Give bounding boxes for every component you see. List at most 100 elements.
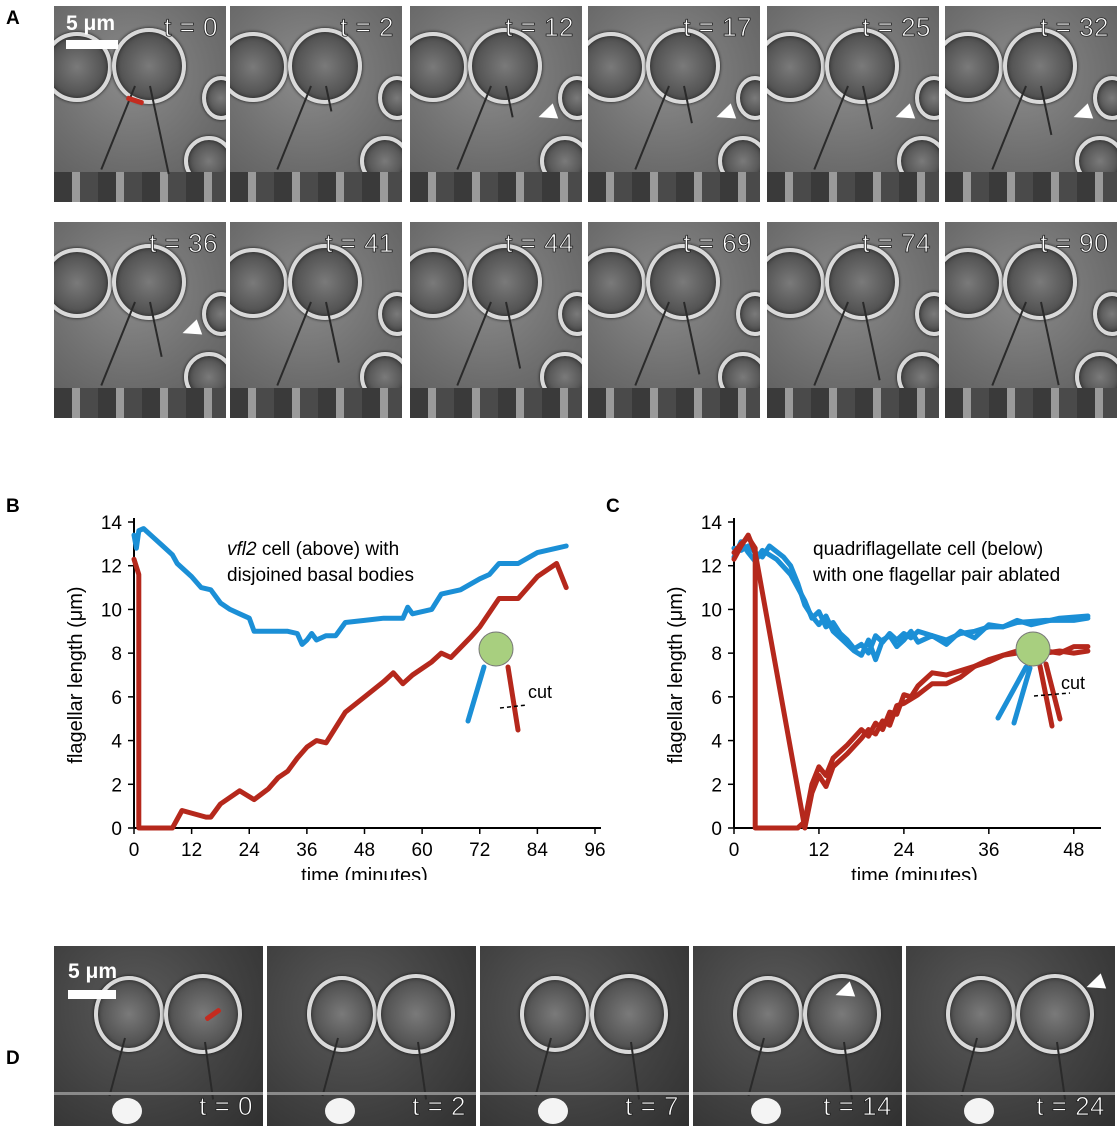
x-tick-label: 48 bbox=[1063, 840, 1084, 861]
chamber-line bbox=[480, 1092, 689, 1095]
regrowth-arrowhead bbox=[1070, 103, 1094, 125]
cell-body bbox=[520, 976, 590, 1052]
scale-bar bbox=[66, 40, 118, 49]
cell-body bbox=[202, 292, 226, 336]
chart-annotation-line1: vfl2 cell (above) with bbox=[227, 539, 399, 560]
y-tick-label: 12 bbox=[101, 557, 122, 578]
inset-flagellum-blue bbox=[995, 664, 1029, 721]
chamber-edge bbox=[410, 388, 582, 418]
cell-body bbox=[164, 974, 242, 1054]
time-label: t = 90 bbox=[1040, 228, 1109, 259]
chamber-edge bbox=[767, 388, 939, 418]
x-tick-label: 36 bbox=[978, 840, 999, 861]
y-tick-label: 12 bbox=[701, 557, 722, 578]
y-axis-label: flagellar length (μm) bbox=[665, 586, 687, 763]
cell-body bbox=[468, 244, 542, 320]
chamber-edge bbox=[410, 172, 582, 202]
time-label: t = 74 bbox=[862, 228, 931, 259]
y-tick-label: 8 bbox=[711, 644, 722, 665]
micrograph-frame: t = 90 bbox=[945, 222, 1117, 418]
cell-body bbox=[1003, 28, 1077, 104]
regrowth-arrowhead bbox=[1083, 973, 1107, 995]
time-label: t = 25 bbox=[862, 12, 931, 43]
inset-cell bbox=[478, 631, 514, 667]
cell-body bbox=[112, 28, 186, 104]
cell-body bbox=[307, 976, 377, 1052]
y-tick-label: 6 bbox=[111, 688, 122, 709]
micrograph-frame: t = 44 bbox=[410, 222, 582, 418]
chamber-edge bbox=[588, 388, 760, 418]
y-tick-label: 8 bbox=[111, 644, 122, 665]
x-axis-label: time (minutes) bbox=[301, 865, 428, 880]
x-tick-label: 36 bbox=[296, 840, 317, 861]
time-label: t = 12 bbox=[505, 12, 574, 43]
flagellum bbox=[456, 301, 492, 386]
time-label: t = 36 bbox=[149, 228, 218, 259]
bright-spot bbox=[751, 1098, 781, 1124]
time-label: t = 2 bbox=[412, 1091, 466, 1122]
y-tick-label: 14 bbox=[701, 513, 723, 534]
y-axis-label: flagellar length (μm) bbox=[65, 586, 87, 763]
inset-cut-line bbox=[499, 704, 528, 709]
regrowth-arrowhead bbox=[713, 103, 737, 125]
chamber-edge bbox=[54, 388, 226, 418]
micrograph-frame: t = 69 bbox=[588, 222, 760, 418]
series-line bbox=[731, 543, 1091, 663]
micrograph-frame: t = 41 bbox=[230, 222, 402, 418]
x-tick-label: 72 bbox=[469, 840, 490, 861]
panel-letter-c: C bbox=[606, 496, 620, 517]
micrograph-frame: 5 μm t = 0 bbox=[54, 6, 226, 202]
annotation-italic: vfl2 bbox=[227, 539, 257, 560]
inset-flagellum-red bbox=[1043, 661, 1063, 722]
cell-body bbox=[946, 976, 1016, 1052]
flagellum bbox=[813, 85, 849, 170]
micrograph-frame: t = 17 bbox=[588, 6, 760, 202]
time-label: t = 17 bbox=[683, 12, 752, 43]
bright-spot bbox=[964, 1098, 994, 1124]
cell-body bbox=[1093, 76, 1117, 120]
micrograph-frame: t = 24 bbox=[906, 946, 1115, 1126]
series-line bbox=[131, 526, 569, 647]
inset-cut-label: cut bbox=[1061, 673, 1085, 693]
cell-body bbox=[1003, 244, 1077, 320]
chamber-edge bbox=[230, 388, 402, 418]
cell-body bbox=[803, 974, 881, 1054]
x-tick-label: 12 bbox=[181, 840, 202, 861]
x-tick-label: 0 bbox=[729, 840, 740, 861]
y-tick-label: 2 bbox=[111, 775, 122, 796]
inset-flagellum-blue bbox=[1011, 665, 1033, 726]
cell-body bbox=[736, 76, 760, 120]
x-tick-label: 48 bbox=[354, 840, 375, 861]
y-tick-label: 4 bbox=[711, 732, 722, 753]
inset-cut-line bbox=[1033, 692, 1071, 697]
cell-body bbox=[646, 244, 720, 320]
x-tick-label: 84 bbox=[527, 840, 549, 861]
cell-body bbox=[202, 76, 226, 120]
cell-body bbox=[230, 32, 288, 102]
time-label: t = 0 bbox=[164, 12, 218, 43]
y-tick-label: 10 bbox=[701, 600, 722, 621]
cell-body bbox=[767, 248, 825, 318]
y-tick-label: 2 bbox=[711, 775, 722, 796]
chamber-edge bbox=[945, 388, 1117, 418]
x-tick-label: 12 bbox=[808, 840, 829, 861]
chamber-edge bbox=[230, 172, 402, 202]
bright-spot bbox=[538, 1098, 568, 1124]
cell-body bbox=[410, 32, 468, 102]
scale-bar-label: 5 μm bbox=[68, 960, 118, 983]
panel-letter-a: A bbox=[6, 8, 20, 29]
chamber-line bbox=[267, 1092, 476, 1095]
regrowth-arrowhead bbox=[535, 103, 559, 125]
cell-body bbox=[588, 248, 646, 318]
cell-body bbox=[377, 974, 455, 1054]
cell-body bbox=[288, 28, 362, 104]
chamber-edge bbox=[54, 172, 226, 202]
x-tick-label: 24 bbox=[893, 840, 915, 861]
inset-flagellum-red bbox=[505, 664, 521, 733]
cell-body bbox=[736, 292, 760, 336]
flagellum bbox=[991, 85, 1027, 170]
micrograph-frame: t = 25 bbox=[767, 6, 939, 202]
chamber-line bbox=[693, 1092, 902, 1095]
cell-body bbox=[378, 76, 402, 120]
